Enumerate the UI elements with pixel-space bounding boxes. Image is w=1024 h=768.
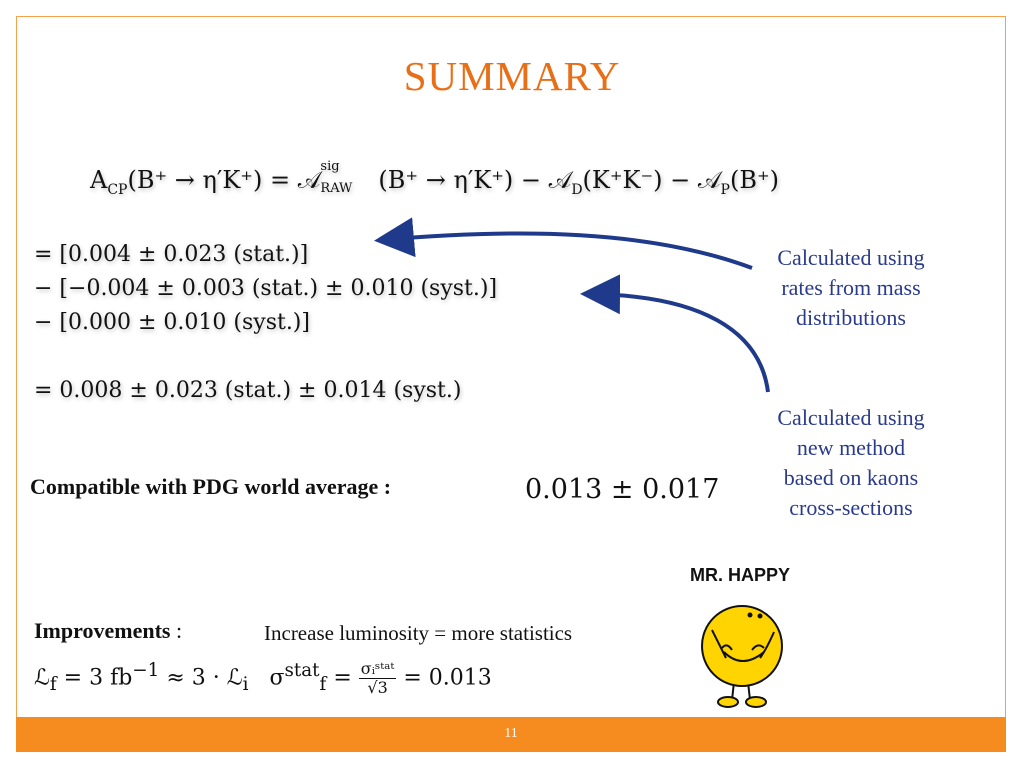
eq-raw-sym: 𝒜 (297, 166, 321, 194)
eq-raw-sup: sig (320, 158, 340, 174)
annotation-kaon-method: Calculated using new method based on kao… (745, 403, 957, 523)
compat-label: Compatible with PDG world average : (30, 474, 392, 499)
formula-sigma-f-sub: f (319, 673, 327, 695)
eq-raw-sub: RAW (320, 180, 353, 196)
formula-lf: ℒ (34, 665, 50, 691)
eq-p-arg: (B⁺) (729, 166, 779, 194)
slide-frame (16, 16, 1006, 752)
eq-lhs-sub: CP (107, 181, 128, 198)
eq-lhs: A (90, 166, 108, 194)
annotation-line: rates from mass (781, 275, 921, 300)
eq-lhs-arg: (B⁺ → η′K⁺) = (127, 166, 291, 194)
frac-numerator: σᵢˢᵗᵃᵗ (358, 659, 397, 679)
footer-bar: 11 (16, 717, 1006, 752)
formula-sigma: σ (269, 665, 285, 691)
formula-mid: = 3 fb (56, 665, 133, 691)
eq-raw-scripts: sig RAW (320, 159, 378, 197)
luminosity-formula: ℒf = 3 fb−1 ≈ 3 · ℒi σstatf = σᵢˢᵗᵃᵗ √3 =… (34, 660, 492, 697)
formula-approx: ≈ 3 · ℒ (159, 665, 243, 691)
formula-i-sub: i (242, 673, 249, 695)
mr-happy-icon (701, 605, 783, 708)
annotation-line: Calculated using (777, 405, 925, 430)
equation-line-2: − [−0.004 ± 0.003 (stat.) ± 0.010 (syst.… (34, 276, 498, 301)
annotation-line: Calculated using (777, 245, 925, 270)
formula-result: = 0.013 (396, 665, 492, 691)
eq-d-sub: D (571, 181, 583, 198)
equation-line-1: = [0.004 ± 0.023 (stat.)] (34, 242, 309, 267)
improvements-heading: Improvements : (34, 618, 182, 644)
annotation-line: new method (796, 435, 906, 460)
improvements-text: Increase luminosity = more statistics (264, 621, 573, 645)
page-number: 11 (504, 726, 518, 741)
formula-fraction: σᵢˢᵗᵃᵗ √3 (358, 659, 397, 697)
improvements-label: Improvements (34, 618, 171, 643)
annotation-mass-distributions: Calculated using rates from mass distrib… (745, 243, 957, 333)
eq-rhs: (B⁺ → η′K⁺) − 𝒜 (378, 166, 572, 194)
improvements-colon: : (170, 618, 183, 643)
formula-eq: = (326, 665, 359, 691)
annotation-line: distributions (795, 305, 906, 330)
equation-result-line: = 0.008 ± 0.023 (stat.) ± 0.014 (syst.) (34, 378, 462, 403)
annotation-line: based on kaons (783, 465, 919, 490)
mr-happy-image (682, 590, 836, 716)
formula-f-sub: f (49, 673, 57, 695)
equation-line-3: − [0.000 ± 0.010 (syst.)] (34, 310, 310, 335)
eq-p-sub: P (720, 181, 730, 198)
mascot-caption: MR. HAPPY (690, 565, 791, 585)
formula-stat-sup: stat (284, 660, 320, 682)
annotation-line: cross-sections (789, 495, 913, 520)
slide-title: SUMMARY (403, 53, 621, 99)
formula-exp: −1 (132, 660, 160, 682)
compat-value: 0.013 ± 0.017 (525, 474, 720, 505)
frac-denominator: √3 (367, 678, 388, 697)
eq-d-arg: (K⁺K⁻) − 𝒜 (582, 166, 721, 194)
